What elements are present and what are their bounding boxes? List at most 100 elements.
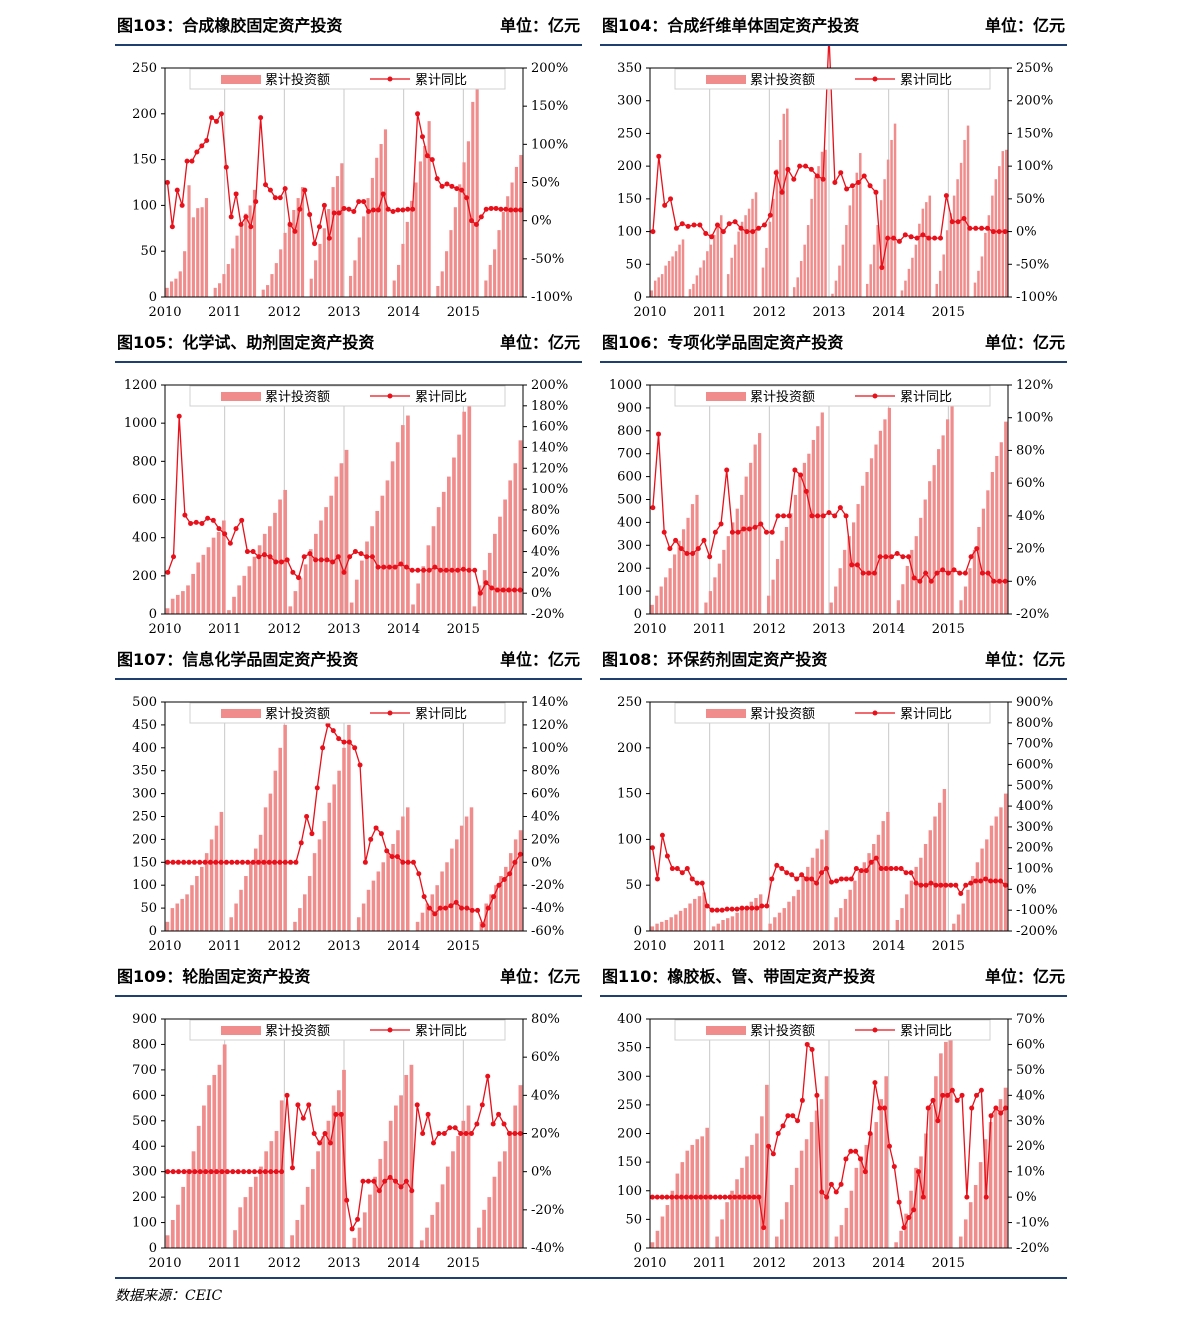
line-point	[1003, 1105, 1009, 1111]
line-point	[938, 882, 944, 888]
combo-chart: 0 50 100 150 200 250 300 350 400 -20% -10% 0% 10% 20%…	[617, 1012, 1049, 1271]
x-axis-label: 2013	[812, 939, 845, 954]
line-point	[387, 1174, 393, 1180]
bar	[890, 139, 893, 297]
bar	[436, 286, 440, 297]
line-point	[317, 1140, 323, 1146]
bar	[744, 215, 747, 297]
line-point	[289, 1165, 295, 1171]
bar	[928, 195, 932, 297]
bar	[867, 853, 871, 931]
line-point	[828, 879, 834, 885]
bar	[244, 876, 248, 931]
bar	[461, 1120, 466, 1248]
line-point	[654, 876, 660, 882]
line-point	[341, 205, 347, 211]
bar	[780, 540, 784, 614]
line-point	[405, 206, 411, 212]
bar	[303, 894, 307, 931]
bar	[270, 274, 274, 297]
x-axis-label: 2013	[327, 622, 360, 637]
bar	[956, 914, 961, 931]
line-point	[678, 1194, 684, 1200]
line-point	[820, 513, 826, 519]
bar	[755, 1133, 759, 1248]
bar	[362, 1212, 367, 1248]
bar	[292, 209, 296, 297]
line-point	[967, 225, 973, 231]
bar	[699, 267, 702, 297]
line-point	[746, 526, 752, 532]
panel-unit: 单位：亿元	[984, 967, 1065, 986]
line-point	[431, 1140, 436, 1146]
line-point	[979, 225, 985, 231]
line-point	[957, 570, 963, 576]
line-point	[698, 1194, 704, 1200]
line-point	[244, 549, 250, 555]
legend-bar-swatch	[221, 709, 261, 718]
line-point	[701, 537, 707, 543]
line-point	[191, 859, 197, 865]
legend-bar-swatch	[221, 1026, 261, 1035]
line-point	[803, 163, 809, 169]
bar	[945, 230, 949, 297]
bar	[458, 184, 462, 297]
bar	[789, 513, 793, 614]
bar	[314, 260, 318, 297]
line-point	[798, 472, 804, 478]
line-point	[233, 191, 239, 197]
panel-title: 图103：合成橡胶固定资产投资	[117, 16, 343, 35]
line-point	[415, 111, 421, 117]
x-axis-label: 2014	[387, 622, 420, 637]
x-axis-label: 2014	[387, 1256, 420, 1271]
line-point	[376, 1188, 382, 1194]
line-point	[306, 1102, 312, 1108]
bar	[874, 444, 878, 614]
bar	[311, 1169, 315, 1248]
line-point	[443, 567, 449, 573]
bar	[406, 415, 410, 614]
panel-unit: 单位：亿元	[984, 650, 1065, 669]
line-point	[684, 550, 690, 556]
line-point	[649, 1194, 655, 1200]
line-point	[277, 195, 283, 201]
bar	[183, 251, 187, 297]
line-point	[370, 207, 376, 213]
line-point	[347, 554, 353, 560]
bar	[726, 536, 730, 614]
bar	[973, 1185, 978, 1248]
line-point	[297, 206, 303, 212]
line-point	[186, 1169, 192, 1175]
bar	[348, 275, 353, 297]
bar	[695, 1139, 700, 1248]
line-point	[356, 199, 362, 205]
bar	[411, 604, 415, 614]
bar	[392, 280, 396, 297]
legend-bar-swatch	[706, 392, 746, 401]
bar	[849, 1190, 854, 1248]
line-point	[790, 1113, 796, 1119]
line-point	[948, 882, 954, 888]
line-point	[739, 905, 745, 911]
bar	[697, 896, 702, 931]
bar	[440, 871, 444, 931]
left-axis-label: 300	[132, 787, 157, 802]
line-point	[988, 878, 994, 884]
line-point	[239, 859, 245, 865]
line-point	[914, 235, 920, 241]
legend-line-marker	[872, 1027, 878, 1033]
right-axis-label: -50%	[531, 252, 564, 267]
bar	[820, 839, 824, 931]
bar	[482, 1209, 486, 1248]
bar	[678, 244, 681, 297]
bar	[469, 807, 474, 931]
line-point	[661, 529, 667, 535]
right-axis-label: -100%	[531, 290, 573, 305]
line-point	[668, 196, 674, 202]
line-point	[382, 1178, 388, 1184]
line-point	[773, 170, 779, 176]
line-point	[918, 882, 924, 888]
line-point	[691, 222, 697, 228]
bar	[737, 231, 740, 297]
bar	[782, 908, 786, 931]
